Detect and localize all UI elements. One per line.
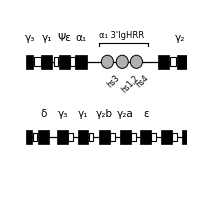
Text: hs1,2: hs1,2 <box>120 74 141 95</box>
Text: γ₂b: γ₂b <box>96 109 113 119</box>
Bar <box>131 133 136 141</box>
Bar <box>110 133 115 141</box>
Bar <box>54 57 58 66</box>
Ellipse shape <box>101 55 113 68</box>
Text: α₁: α₁ <box>76 33 87 43</box>
Text: α₁ 3'IgHRR: α₁ 3'IgHRR <box>99 31 145 40</box>
Bar <box>99 130 110 144</box>
Text: γ₁: γ₁ <box>78 109 88 119</box>
Bar <box>59 54 69 69</box>
Text: γ₂: γ₂ <box>175 33 186 43</box>
Bar <box>158 54 170 69</box>
Bar <box>172 133 177 141</box>
Bar <box>26 54 33 69</box>
Text: hs3: hs3 <box>105 74 121 90</box>
Bar <box>151 133 156 141</box>
Bar <box>140 130 151 144</box>
Bar <box>120 130 131 144</box>
Bar <box>177 54 187 69</box>
Bar <box>26 130 32 144</box>
Bar <box>57 130 68 144</box>
Bar <box>78 130 88 144</box>
Text: δ: δ <box>40 109 47 119</box>
Bar <box>161 130 172 144</box>
Bar <box>38 130 49 144</box>
Text: γ₃: γ₃ <box>58 109 68 119</box>
Text: γ₁: γ₁ <box>41 33 52 43</box>
Text: γ₃: γ₃ <box>24 33 35 43</box>
Bar <box>182 130 187 144</box>
Bar <box>170 57 176 66</box>
Ellipse shape <box>116 55 128 68</box>
Ellipse shape <box>130 55 142 68</box>
Text: hs4: hs4 <box>134 74 150 90</box>
Bar <box>89 133 93 141</box>
Text: ε: ε <box>143 109 149 119</box>
Text: Ψε: Ψε <box>57 33 71 43</box>
Bar <box>68 133 73 141</box>
Bar <box>70 57 74 66</box>
Text: γ₂a: γ₂a <box>117 109 134 119</box>
Bar <box>34 57 41 66</box>
Bar <box>75 54 87 69</box>
Bar <box>33 133 37 141</box>
Bar <box>41 54 52 69</box>
